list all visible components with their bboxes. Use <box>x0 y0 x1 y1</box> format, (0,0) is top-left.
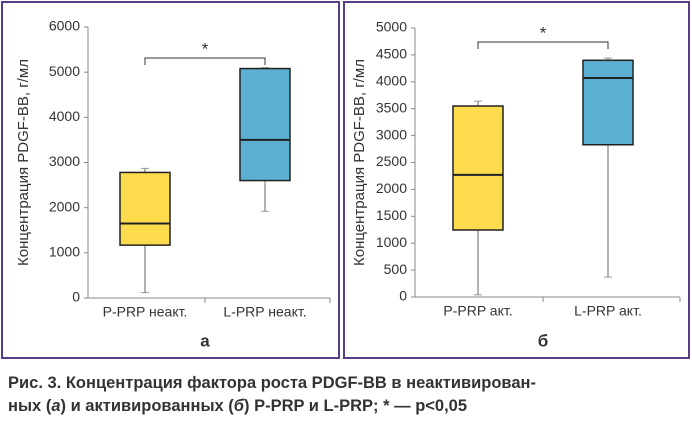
caption-text: а <box>51 397 61 415</box>
box <box>119 171 171 246</box>
caption-text: ) и активированных ( <box>60 397 234 415</box>
y-tick-label: 5000 <box>49 63 80 79</box>
y-tick-label: 4000 <box>376 73 407 89</box>
x-tick-label: L-PRP неакт. <box>223 304 306 320</box>
panel-label: а <box>200 331 210 350</box>
caption: Рис. 3. Концентрация фактора роста PDGF-… <box>8 372 688 418</box>
y-tick-label: 2000 <box>376 180 407 196</box>
y-tick-label: 1000 <box>49 244 80 260</box>
panel-frame <box>343 1 690 359</box>
y-tick-label: 500 <box>384 261 408 277</box>
panel-frame <box>1 1 340 359</box>
x-tick-label: P-PRP неакт. <box>103 304 188 320</box>
panel-label: б <box>538 331 549 350</box>
y-tick-label: 0 <box>399 288 407 304</box>
y-tick-label: 4500 <box>376 46 407 62</box>
y-tick-label: 2500 <box>376 153 407 169</box>
box <box>239 67 291 182</box>
x-tick-label: L-PRP акт. <box>574 303 642 319</box>
y-axis-label: Концентрация PDGF-BB, г/мл <box>15 59 32 266</box>
box <box>452 105 504 231</box>
y-axis-label: Концентрация PDGF-BB, г/мл <box>351 59 368 266</box>
y-tick-label: 2000 <box>49 198 80 214</box>
caption-text: б <box>233 397 245 415</box>
y-tick-label: 0 <box>72 289 80 305</box>
caption-text: ) P-PRP и L-PRP; * — p<0,05 <box>244 397 468 415</box>
annotation: * <box>540 23 547 42</box>
y-tick-label: 1000 <box>376 234 407 250</box>
y-tick-label: 6000 <box>49 18 80 34</box>
x-tick-label: P-PRP акт. <box>443 303 512 319</box>
y-tick-label: 3000 <box>49 153 80 169</box>
y-tick-label: 4000 <box>49 108 80 124</box>
y-tick-label: 1500 <box>376 207 407 223</box>
box <box>582 59 634 146</box>
y-tick-label: 3500 <box>376 99 407 115</box>
y-tick-label: 3000 <box>376 126 407 142</box>
annotation: * <box>202 39 209 58</box>
caption-text: ных ( <box>8 397 52 415</box>
significance-bracket <box>144 57 266 65</box>
caption-text: Рис. 3. Концентрация фактора роста PDGF-… <box>8 374 536 392</box>
significance-bracket <box>477 41 609 49</box>
y-tick-label: 5000 <box>376 19 407 35</box>
